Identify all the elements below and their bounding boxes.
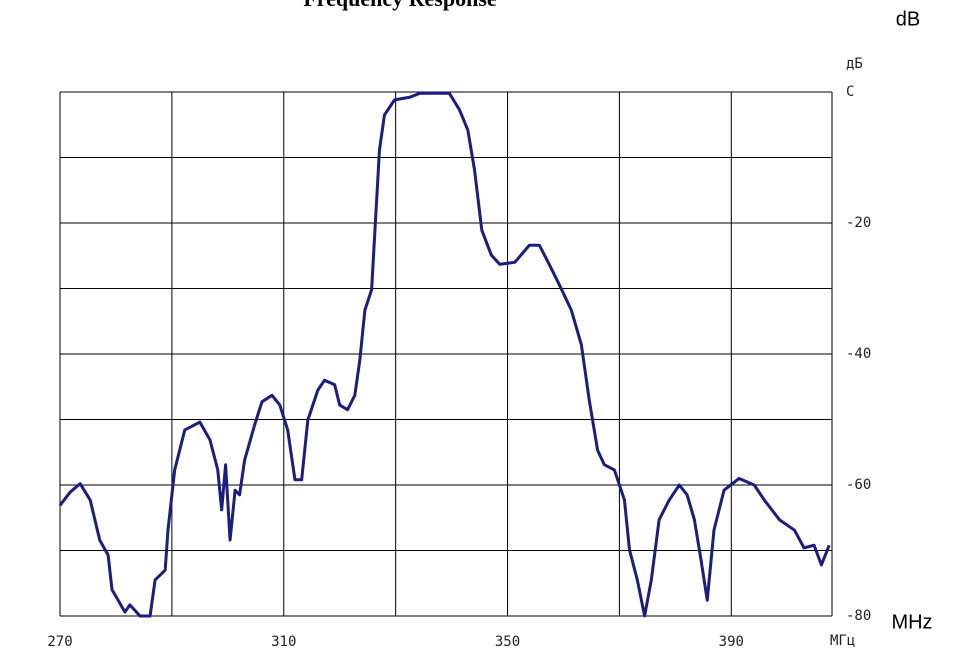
- y-tick-label: -80: [846, 608, 871, 624]
- x-tick-label: 390: [719, 634, 744, 650]
- y-tick-label: -40: [846, 346, 871, 362]
- y-unit-label: dB: [896, 8, 920, 30]
- series-line: [58, 91, 831, 618]
- y-tick-label: C: [846, 84, 854, 100]
- x-axis-label: МГц: [830, 633, 855, 649]
- chart-title: Frequency Response: [303, 0, 497, 11]
- y-tick-label: -60: [846, 477, 871, 493]
- y-tick-label: -20: [846, 215, 871, 231]
- y-axis-label: дБ: [846, 56, 863, 72]
- x-tick-label: 270: [47, 634, 72, 650]
- x-unit-label: MHz: [891, 611, 932, 633]
- x-tick-label: 350: [495, 634, 520, 650]
- x-tick-label: 310: [271, 634, 296, 650]
